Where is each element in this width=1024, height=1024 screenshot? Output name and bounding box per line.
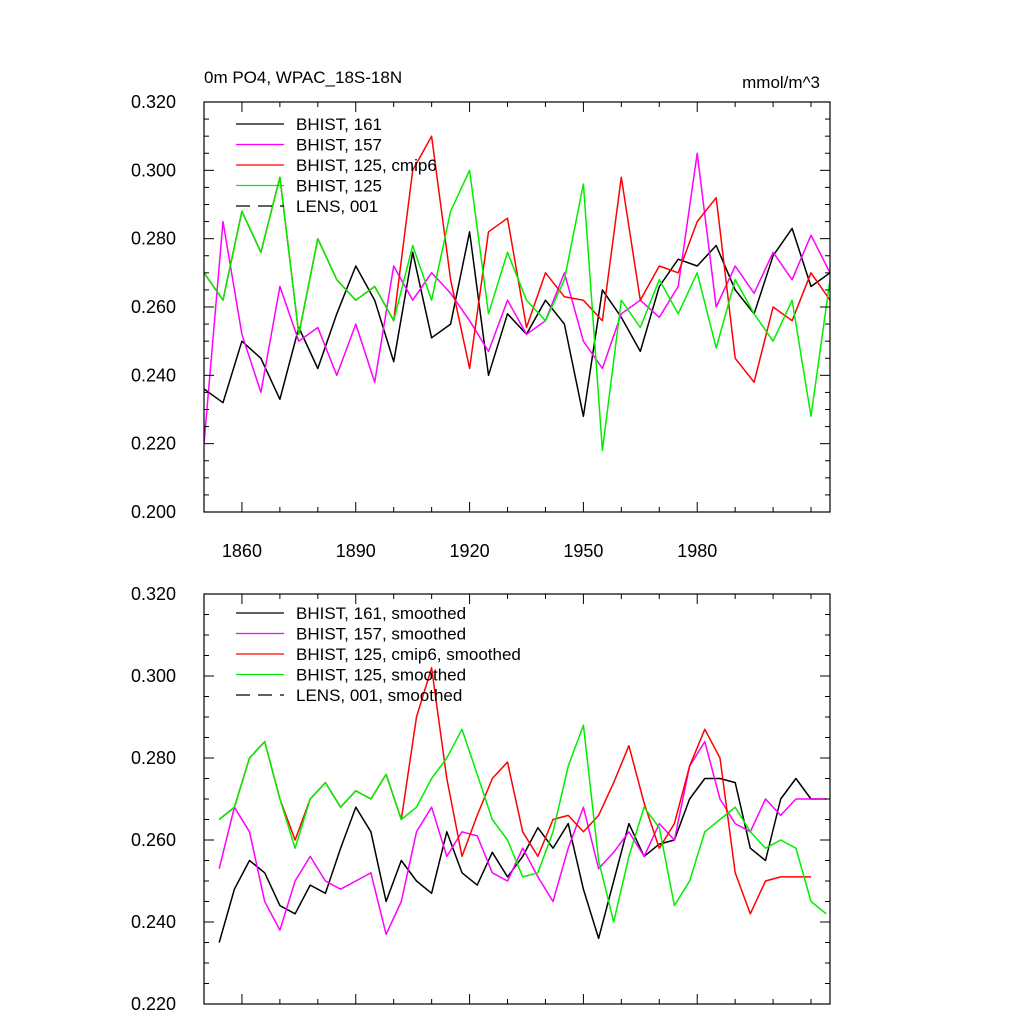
y-tick-label: 0.240 (131, 365, 176, 385)
figure-title: 0m PO4, WPAC_18S-18N (204, 68, 402, 87)
x-tick-label: 1950 (563, 541, 603, 561)
panel-smoothed-timeseries: 0.220 0.240 0.260 0.280 0.300 0.320 BHIST, 161… (131, 584, 831, 1014)
legend-label: LENS, 001, smoothed (296, 686, 462, 705)
legend-label: BHIST, 161 (296, 115, 382, 134)
legend-label: BHIST, 157, smoothed (296, 625, 466, 644)
legend-label: LENS, 001 (296, 197, 378, 216)
y-tick-label: 0.220 (131, 434, 176, 454)
series-line-3 (204, 169, 830, 452)
x-tick-label: 1980 (677, 541, 717, 561)
panel-raw-timeseries: 0.200 0.220 0.240 0.260 0.280 0.300 0.320 1860 1… (131, 92, 831, 561)
y-tick-label: 0.240 (131, 912, 176, 932)
y-tick-label: 0.320 (131, 92, 176, 112)
series-line-1 (218, 740, 827, 936)
y-tick-label: 0.300 (131, 160, 176, 180)
y-tick-label: 0.280 (131, 748, 176, 768)
y-tick-label: 0.200 (131, 502, 176, 522)
series-group (204, 135, 830, 452)
legend-label: BHIST, 157 (296, 136, 382, 155)
legend-label: BHIST, 125, cmip6, smoothed (296, 645, 521, 664)
series-line-0 (204, 227, 830, 418)
x-tick-label: 1890 (336, 541, 376, 561)
y-tick-label: 0.280 (131, 229, 176, 249)
y-tick-label: 0.300 (131, 666, 176, 686)
legend-label: BHIST, 125, cmip6 (296, 156, 437, 175)
y-tick-label: 0.220 (131, 994, 176, 1014)
y-tick-label: 0.260 (131, 830, 176, 850)
legend-label: BHIST, 125 (296, 177, 382, 196)
series-line-0 (218, 777, 827, 943)
x-tick-label: 1920 (450, 541, 490, 561)
y-tick-label: 0.320 (131, 584, 176, 604)
series-line-3 (218, 724, 827, 923)
series-line-1 (204, 152, 830, 444)
legend-label: BHIST, 125, smoothed (296, 666, 466, 685)
y-tick-label: 0.260 (131, 297, 176, 317)
figure-units: mmol/m^3 (742, 73, 820, 92)
series-group (218, 667, 827, 943)
x-tick-label: 1860 (222, 541, 262, 561)
legend-label: BHIST, 161, smoothed (296, 604, 466, 623)
